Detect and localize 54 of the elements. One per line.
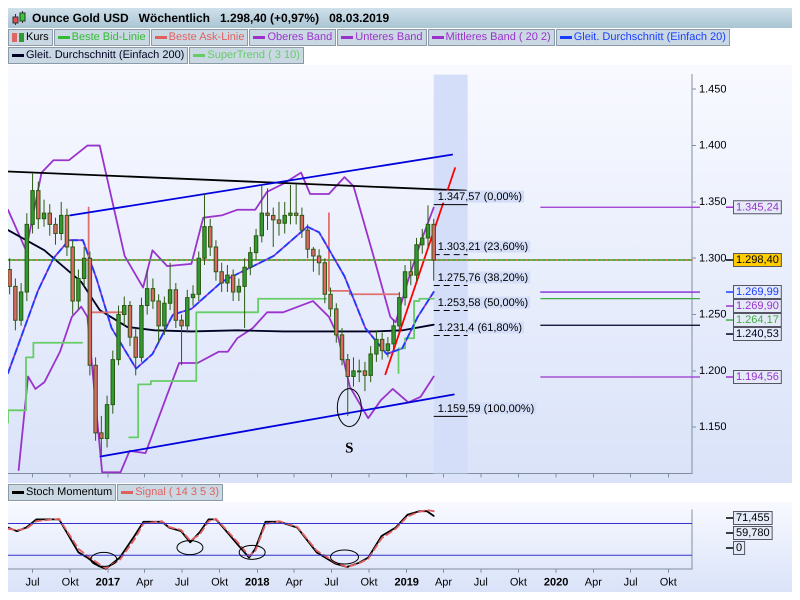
x-tick-label: Apr [286, 576, 304, 588]
y-tick-label: 1.250 [699, 308, 727, 321]
x-tick-label: Jul [624, 576, 638, 588]
text: 59,780 [736, 527, 770, 540]
legend-label: Beste Bid-Linie [72, 30, 146, 45]
x-tick-label: Jul [324, 576, 338, 588]
x-tick-label: Okt [211, 576, 228, 588]
x-tick-label: Jul [174, 576, 189, 588]
ref-line-label: 1.269,99 [736, 286, 779, 298]
y-tick-label: 1.450 [699, 83, 727, 96]
legend-label: 1.264,17 [736, 314, 779, 326]
annotation: S [345, 440, 354, 456]
ref-line-label: 1.240,53 [736, 328, 779, 340]
legend-label: Kurs [26, 30, 49, 45]
ref-line-label: 1.194,56 [736, 371, 779, 384]
text: 0 [736, 542, 742, 554]
x-tick-label: Jul [474, 576, 488, 588]
chart-title: Ounce Gold USD Wöchentlich 1.298,40 (+0,97%) 08.03.2019 [32, 11, 390, 25]
legend-label: Beste Ask-Linie [168, 30, 244, 45]
x-tick-label: Apr [136, 576, 154, 588]
ref-line-label: 1.275,76 (38,20%) [438, 272, 528, 284]
x-tick-label: Okt [62, 576, 79, 588]
text: 1.298,40 [736, 254, 779, 266]
y-tick-label: 1.200 [699, 364, 727, 377]
legend-label: Unteres Band [355, 30, 423, 45]
legend-label: Stoch Momentum [26, 485, 112, 500]
legend-label: Oberes Band [267, 30, 332, 45]
y-tick-label: 1.300 [699, 252, 727, 264]
ref-line-label: 1.347,57 (0,00%) [438, 191, 522, 204]
y-tick-label: 1.150 [699, 421, 727, 434]
text: 71,455 [736, 512, 770, 524]
x-tick-label: Apr [434, 576, 452, 588]
ref-line-label: 1.303,21 (23,60%) [438, 241, 528, 254]
ref-line-label: 1.345,24 [736, 201, 779, 214]
x-tick-label: Jul [26, 576, 40, 588]
ref-line-label: 1.159,59 (100,00%) [438, 402, 534, 415]
x-tick-label: Okt [360, 576, 378, 588]
legend-label: Mittleres Band ( 20 2) [446, 30, 551, 45]
x-tick-label: 2020 [544, 576, 568, 588]
x-tick-label: Apr [584, 576, 602, 588]
legend-label: Gleit. Durchschnitt (Einfach 200) [26, 48, 184, 63]
x-tick-label: Okt [510, 576, 528, 588]
legend-label: Gleit. Durchschnitt (Einfach 20) [574, 30, 726, 45]
legend-label: 1.269,90 [736, 300, 779, 312]
y-tick-label: 1.400 [699, 140, 727, 152]
x-tick-label: 2017 [96, 576, 120, 588]
y-tick-label: 1.350 [699, 196, 727, 208]
ref-line-label: 1.231,4 (61,80%) [438, 322, 522, 334]
x-tick-label: Okt [660, 576, 677, 588]
legend-label: SuperTrend ( 3 10) [207, 48, 300, 63]
x-tick-label: 2018 [245, 576, 270, 588]
ref-line-label: 1.253,58 (50,00%) [438, 297, 528, 310]
x-tick-label: 2019 [394, 576, 419, 588]
legend-label: Signal ( 14 3 5 3) [135, 485, 219, 500]
